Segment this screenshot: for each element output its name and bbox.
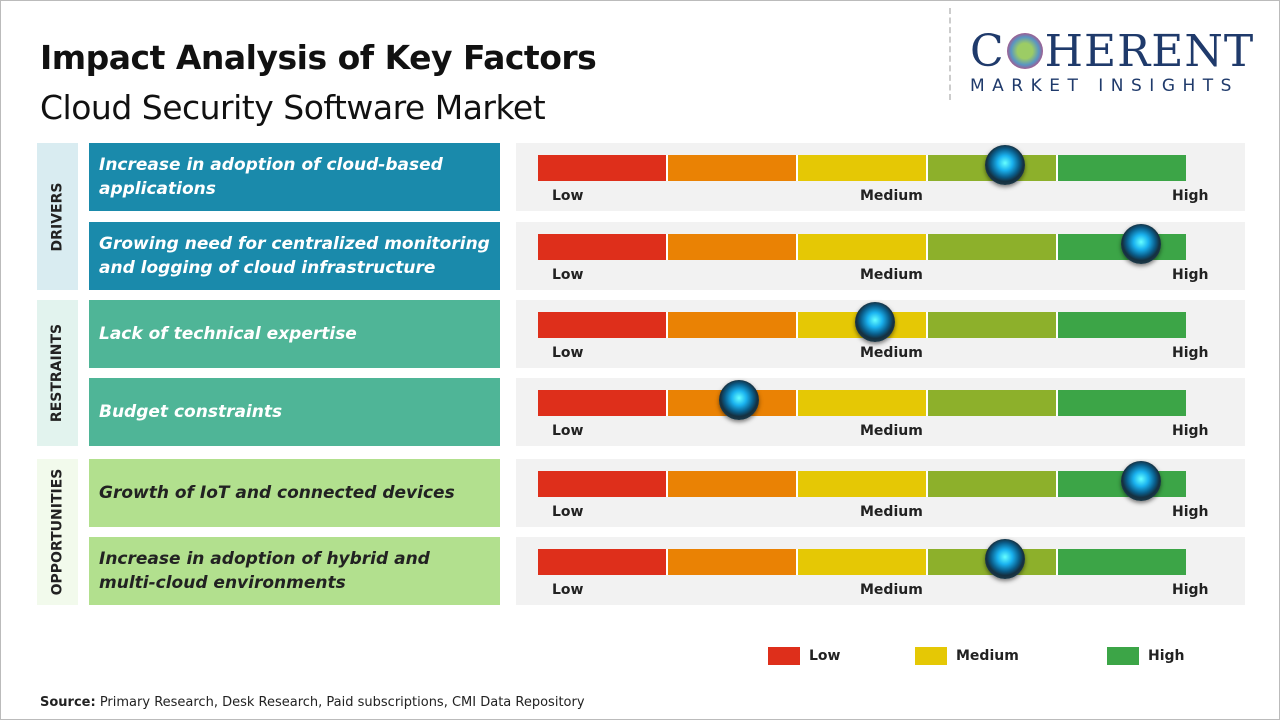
gauge-segment — [538, 312, 668, 338]
gauge-segment — [928, 312, 1058, 338]
impact-marker — [984, 145, 1025, 185]
gauge-bar — [538, 155, 1186, 181]
scale-label-low: Low — [552, 188, 584, 204]
factor-label: Budget constraints — [89, 378, 500, 446]
impact-marker — [854, 302, 895, 342]
scale-label-medium: Medium — [860, 582, 923, 598]
logo-text: C — [970, 26, 1005, 77]
group-label-text: DRIVERS — [49, 182, 66, 251]
divider — [949, 8, 951, 100]
gauge-segment — [538, 155, 668, 181]
legend-swatch — [768, 647, 800, 665]
group-label-drivers: DRIVERS — [37, 143, 78, 290]
legend-item-low: Low — [768, 647, 840, 665]
gauge-segment — [538, 234, 668, 260]
chart-title: Impact Analysis of Key Factors — [40, 38, 597, 77]
group-label-text: OPPORTUNITIES — [49, 468, 66, 596]
scale-label-medium: Medium — [860, 188, 923, 204]
scale-label-high: High — [1172, 423, 1209, 439]
impact-gauge: Low Medium High — [516, 222, 1245, 290]
factor-label: Increase in adoption of cloud-based appl… — [89, 143, 500, 211]
legend-label: High — [1148, 648, 1185, 664]
legend-swatch — [915, 647, 947, 665]
logo: C HERENT MARKET INSIGHTS — [970, 30, 1254, 97]
gauge-segment — [538, 390, 668, 416]
gauge-segment — [1058, 312, 1186, 338]
impact-gauge: Low Medium High — [516, 537, 1245, 605]
globe-icon — [1006, 33, 1043, 69]
source-text: Primary Research, Desk Research, Paid su… — [95, 695, 585, 710]
factor-label: Lack of technical expertise — [89, 300, 500, 368]
scale-label-high: High — [1172, 582, 1209, 598]
legend-item-medium: Medium — [915, 647, 1019, 665]
logo-tagline: MARKET INSIGHTS — [970, 76, 1239, 96]
gauge-bar — [538, 549, 1186, 575]
gauge-bar — [538, 471, 1186, 497]
gauge-segment — [798, 549, 928, 575]
impact-marker — [984, 539, 1025, 579]
impact-marker — [718, 380, 759, 420]
scale-label-high: High — [1172, 267, 1209, 283]
legend-label: Medium — [956, 648, 1019, 664]
gauge-segment — [668, 155, 798, 181]
source-label: Source: — [40, 695, 96, 710]
gauge-segment — [798, 471, 928, 497]
scale-label-medium: Medium — [860, 267, 923, 283]
gauge-segment — [668, 234, 798, 260]
legend-label: Low — [809, 648, 841, 664]
gauge-segment — [928, 390, 1058, 416]
gauge-segment — [798, 234, 928, 260]
impact-marker — [1120, 461, 1161, 501]
gauge-segment — [1058, 390, 1186, 416]
factor-label: Increase in adoption of hybrid and multi… — [89, 537, 500, 605]
scale-label-medium: Medium — [860, 345, 923, 361]
impact-marker — [1120, 224, 1161, 264]
scale-label-medium: Medium — [860, 423, 923, 439]
scale-label-high: High — [1172, 188, 1209, 204]
impact-gauge: Low Medium High — [516, 300, 1245, 368]
group-label-opportunities: OPPORTUNITIES — [37, 459, 78, 605]
factor-label: Growth of IoT and connected devices — [89, 459, 500, 527]
source-note: Source: Primary Research, Desk Research,… — [40, 695, 585, 710]
chart-subtitle: Cloud Security Software Market — [40, 88, 546, 127]
scale-label-low: Low — [552, 345, 584, 361]
scale-label-high: High — [1172, 345, 1209, 361]
legend-swatch — [1107, 647, 1139, 665]
gauge-bar — [538, 390, 1186, 416]
scale-label-low: Low — [552, 423, 584, 439]
impact-gauge: Low Medium High — [516, 378, 1245, 446]
scale-label-low: Low — [552, 582, 584, 598]
scale-label-medium: Medium — [860, 504, 923, 520]
legend-item-high: High — [1107, 647, 1185, 665]
gauge-segment — [798, 390, 928, 416]
gauge-segment — [1058, 155, 1186, 181]
gauge-segment — [668, 312, 798, 338]
group-label-text: RESTRAINTS — [49, 323, 66, 423]
gauge-segment — [928, 471, 1058, 497]
factor-label: Growing need for centralized monitoring … — [89, 222, 500, 290]
gauge-segment — [668, 549, 798, 575]
gauge-segment — [668, 471, 798, 497]
gauge-segment — [928, 234, 1058, 260]
scale-label-high: High — [1172, 504, 1209, 520]
gauge-segment — [1058, 549, 1186, 575]
group-label-restraints: RESTRAINTS — [37, 300, 78, 446]
gauge-segment — [798, 155, 928, 181]
gauge-segment — [538, 471, 668, 497]
gauge-bar — [538, 234, 1186, 260]
scale-label-low: Low — [552, 504, 584, 520]
gauge-segment — [538, 549, 668, 575]
logo-text: HERENT — [1044, 26, 1255, 77]
impact-gauge: Low Medium High — [516, 143, 1245, 211]
scale-label-low: Low — [552, 267, 584, 283]
impact-gauge: Low Medium High — [516, 459, 1245, 527]
